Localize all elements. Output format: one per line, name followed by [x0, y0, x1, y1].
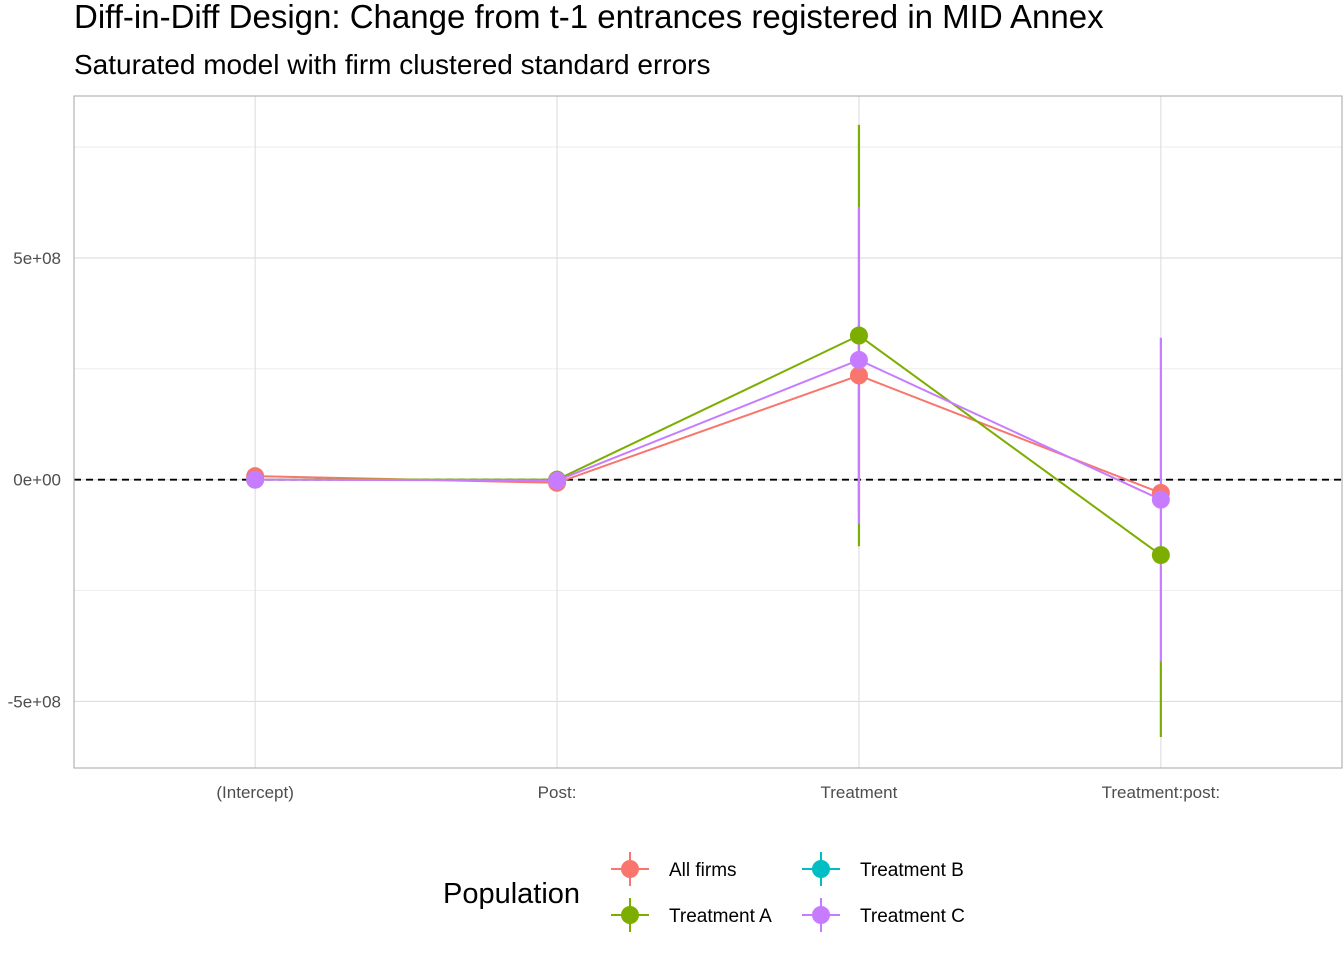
legend-item-treatment-a: Treatment A	[611, 898, 772, 932]
y-tick-label: 0e+00	[13, 471, 61, 490]
minor-gridlines	[74, 146, 1342, 592]
x-axis-ticks: (Intercept) Post: Treatment Treatment:post:	[216, 783, 1220, 802]
y-axis-ticks: -5e+08 0e+00 5e+08	[8, 249, 61, 712]
x-tick-label: Treatment	[821, 783, 898, 802]
legend-key-point	[621, 906, 639, 924]
data-point-treatment-c	[548, 471, 567, 490]
data-point-treatment-c	[849, 350, 868, 369]
data-point-treatment-c	[246, 470, 265, 489]
x-tick-label: Treatment:post:	[1102, 783, 1220, 802]
legend-title: Population	[443, 878, 580, 910]
legend-label: Treatment A	[669, 906, 772, 927]
plot-border	[73, 95, 1343, 769]
data-point-all-firms	[849, 366, 868, 385]
legend-key-point	[812, 860, 830, 878]
legend-key-point	[812, 906, 830, 924]
series-points	[246, 326, 1170, 565]
x-tick-label: (Intercept)	[216, 783, 293, 802]
y-tick-label: -5e+08	[8, 692, 61, 711]
series-lines	[255, 334, 1162, 556]
legend-item-treatment-b: Treatment B	[802, 852, 964, 886]
series-line-treatment-c	[255, 358, 1162, 501]
chart-title: Diff-in-Diff Design: Change from t-1 ent…	[74, 0, 1104, 35]
plot-background	[74, 96, 1342, 768]
legend-item-treatment-c: Treatment C	[802, 898, 965, 932]
data-point-treatment-a	[849, 326, 868, 345]
legend-item-all-firms: All firms	[611, 852, 737, 886]
x-tick-label: Post:	[538, 783, 577, 802]
legend: Population All firms Treatment A Treatment…	[443, 852, 965, 932]
legend-key-point	[621, 860, 639, 878]
data-point-treatment-c	[1151, 490, 1170, 509]
legend-label: Treatment C	[860, 906, 965, 927]
y-tick-label: 5e+08	[13, 249, 61, 268]
data-point-treatment-a	[1151, 546, 1170, 565]
legend-label: Treatment B	[860, 860, 964, 881]
legend-label: All firms	[669, 860, 737, 881]
legend-keys: All firms Treatment A Treatment B Treatment…	[611, 852, 965, 932]
chart-subtitle: Saturated model with firm clustered stan…	[74, 49, 711, 80]
plot-panel	[73, 95, 1343, 769]
